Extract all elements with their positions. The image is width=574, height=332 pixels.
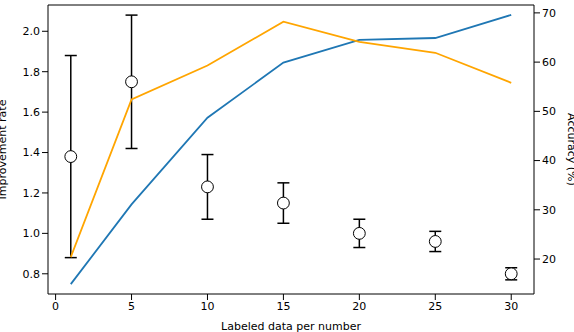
svg-text:Accuracy (%): Accuracy (%) bbox=[565, 113, 566, 186]
svg-text:70: 70 bbox=[542, 7, 556, 20]
svg-text:1.0: 1.0 bbox=[23, 227, 41, 240]
svg-text:Labeled data per number: Labeled data per number bbox=[221, 320, 361, 332]
svg-text:2.0: 2.0 bbox=[23, 25, 41, 38]
svg-text:Improvement rate: Improvement rate bbox=[8, 99, 9, 199]
svg-text:5: 5 bbox=[128, 300, 135, 313]
svg-text:15: 15 bbox=[276, 300, 290, 313]
svg-text:0: 0 bbox=[52, 300, 59, 313]
svg-text:60: 60 bbox=[542, 56, 556, 69]
svg-text:20: 20 bbox=[352, 300, 366, 313]
svg-text:1.4: 1.4 bbox=[23, 146, 41, 159]
svg-text:20: 20 bbox=[542, 253, 556, 266]
svg-text:30: 30 bbox=[504, 300, 518, 313]
svg-text:10: 10 bbox=[200, 300, 214, 313]
svg-text:1.8: 1.8 bbox=[23, 66, 41, 79]
svg-text:0.8: 0.8 bbox=[23, 268, 41, 281]
svg-text:25: 25 bbox=[428, 300, 442, 313]
svg-text:50: 50 bbox=[542, 105, 556, 118]
svg-text:30: 30 bbox=[542, 204, 556, 217]
svg-text:1.2: 1.2 bbox=[23, 187, 41, 200]
svg-text:40: 40 bbox=[542, 154, 556, 167]
svg-text:1.6: 1.6 bbox=[23, 106, 41, 119]
